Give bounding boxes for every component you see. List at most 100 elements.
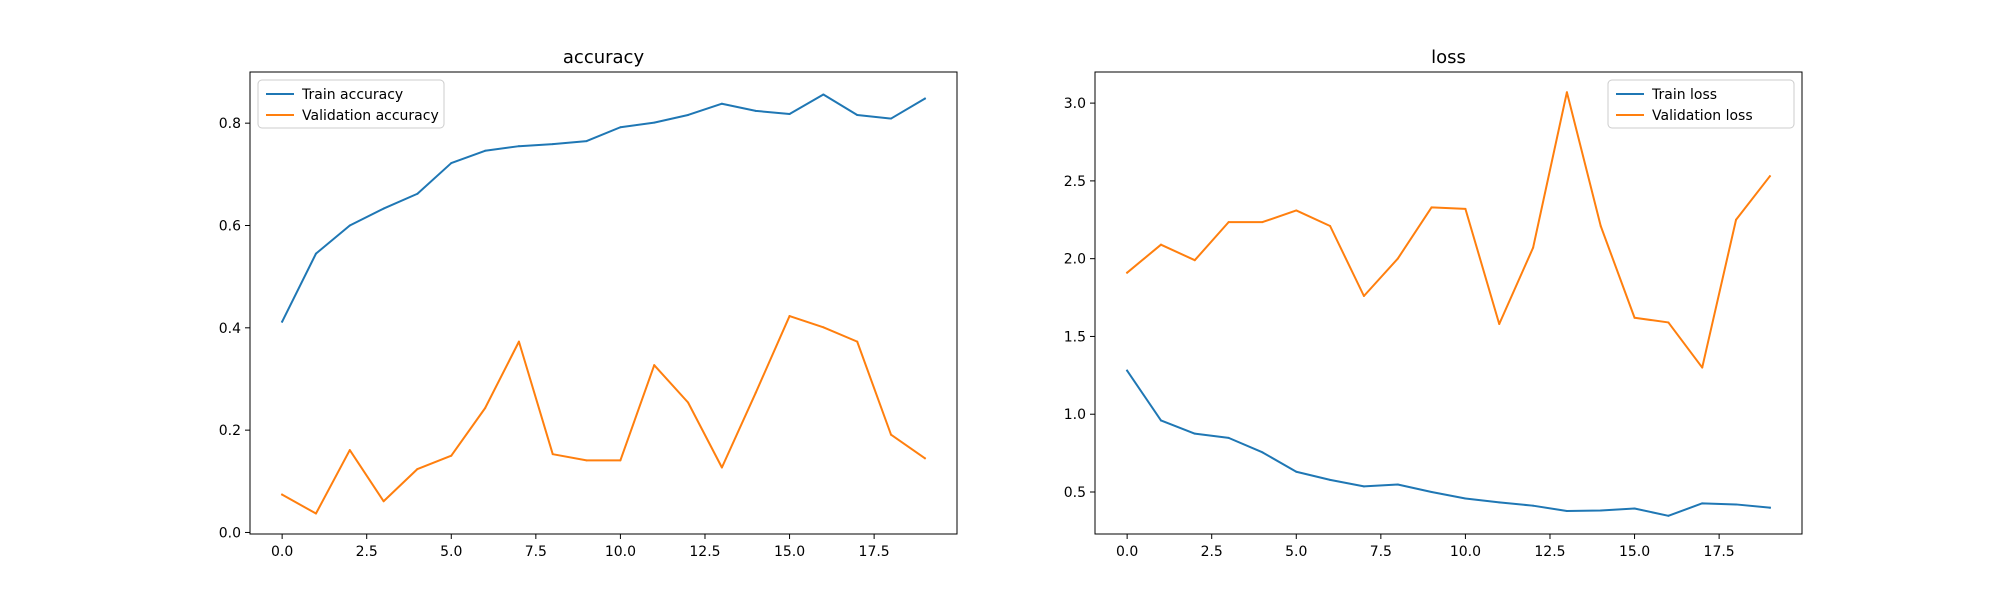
y-tick-label: 3.0 (1064, 96, 1086, 112)
data-point (1295, 209, 1298, 212)
y-tick-label: 0.0 (219, 525, 241, 541)
x-tick-label: 2.5 (1201, 544, 1223, 560)
data-point (281, 320, 284, 323)
data-point (1735, 503, 1738, 506)
data-point (1701, 502, 1704, 505)
data-point (1633, 507, 1636, 510)
data-point (450, 454, 453, 457)
data-point (382, 207, 385, 210)
data-point (1667, 321, 1670, 324)
data-point (619, 459, 622, 462)
data-point (619, 126, 622, 129)
data-point (1126, 369, 1129, 372)
data-point (1667, 514, 1670, 517)
data-point (1735, 218, 1738, 221)
data-point (551, 143, 554, 146)
y-tick-label: 1.0 (1064, 407, 1086, 423)
data-point (856, 113, 859, 116)
x-tick-label: 10.0 (605, 544, 636, 560)
data-point (1633, 316, 1636, 319)
x-tick-label: 7.5 (1370, 544, 1392, 560)
y-tick-label: 0.2 (219, 423, 241, 439)
data-point (416, 468, 419, 471)
data-point (687, 401, 690, 404)
x-tick-label: 7.5 (525, 544, 547, 560)
y-tick-label: 0.8 (219, 116, 241, 132)
data-point (1227, 436, 1230, 439)
data-point (484, 407, 487, 410)
legend-label: Validation accuracy (302, 108, 439, 124)
x-tick-label: 12.5 (1534, 544, 1565, 560)
legend: Train accuracy Validation accuracy (257, 79, 445, 129)
data-point (720, 466, 723, 469)
data-point (484, 149, 487, 152)
data-point (1362, 485, 1365, 488)
x-tick-label: 17.5 (859, 544, 890, 560)
y-tick-label: 0.5 (1064, 485, 1086, 501)
legend-label: Train loss (1651, 87, 1717, 103)
data-point (348, 224, 351, 227)
chart-panel-loss: loss 0.0 2.5 5.0 7.5 10.0 12.5 15.0 17.5 0.5 1.0 1.… (1064, 47, 1803, 560)
data-point (1498, 501, 1501, 504)
y-tick-label: 0.4 (219, 321, 241, 337)
data-point (1701, 366, 1704, 369)
data-point (754, 391, 757, 394)
data-point (382, 500, 385, 503)
chart-title: accuracy (563, 47, 645, 68)
data-point (1498, 323, 1501, 325)
data-point (788, 315, 791, 318)
data-point (653, 121, 656, 124)
legend: Train loss Validation loss (1607, 79, 1795, 129)
y-tick-label: 2.5 (1064, 174, 1086, 190)
legend-label: Validation loss (1652, 108, 1753, 124)
data-point (1430, 491, 1433, 493)
data-point (923, 457, 926, 460)
data-point (822, 93, 825, 96)
data-point (687, 113, 690, 116)
data-point (450, 162, 453, 165)
data-point (1362, 295, 1365, 297)
data-point (1396, 257, 1399, 260)
x-tick-label: 0.0 (271, 544, 293, 560)
data-point (1126, 271, 1129, 274)
x-tick-label: 15.0 (1619, 544, 1650, 560)
data-point (923, 97, 926, 100)
legend-label: Train accuracy (301, 87, 403, 103)
data-point (890, 433, 893, 436)
y-tick-label: 0.6 (219, 218, 241, 234)
data-point (1193, 259, 1196, 262)
data-point (1599, 225, 1602, 227)
data-point (281, 493, 284, 496)
series-line-train-accuracy (280, 93, 927, 324)
data-point (653, 364, 656, 367)
data-point (416, 192, 419, 195)
data-point (1565, 91, 1568, 94)
series-line-validation-accuracy (280, 315, 927, 515)
data-point (1532, 504, 1535, 507)
data-point (585, 459, 588, 462)
x-tick-label: 17.5 (1704, 544, 1735, 560)
data-point (1295, 470, 1298, 473)
data-point (517, 340, 520, 343)
data-point (1261, 221, 1264, 224)
plot-frame (249, 71, 958, 535)
data-point (585, 140, 588, 143)
plot-frame (1094, 71, 1803, 535)
data-point (1532, 246, 1535, 249)
data-point (1227, 221, 1230, 224)
data-point (348, 449, 351, 452)
x-tick-label: 2.5 (356, 544, 378, 560)
legend-box (257, 79, 445, 129)
x-tick-label: 5.0 (440, 544, 462, 560)
chart-panel-accuracy: accuracy 0.0 2.5 5.0 7.5 10.0 12.5 15.0 17.5 0.0 0… (219, 47, 958, 560)
x-tick-label: 0.0 (1116, 544, 1138, 560)
series-line-train-loss (1125, 369, 1771, 517)
data-point (1464, 207, 1467, 210)
data-point (314, 252, 317, 255)
x-tick-label: 15.0 (774, 544, 805, 560)
data-point (720, 102, 723, 105)
chart-title: loss (1431, 47, 1466, 68)
x-tick-label: 12.5 (689, 544, 720, 560)
y-tick-label: 2.0 (1064, 252, 1086, 268)
